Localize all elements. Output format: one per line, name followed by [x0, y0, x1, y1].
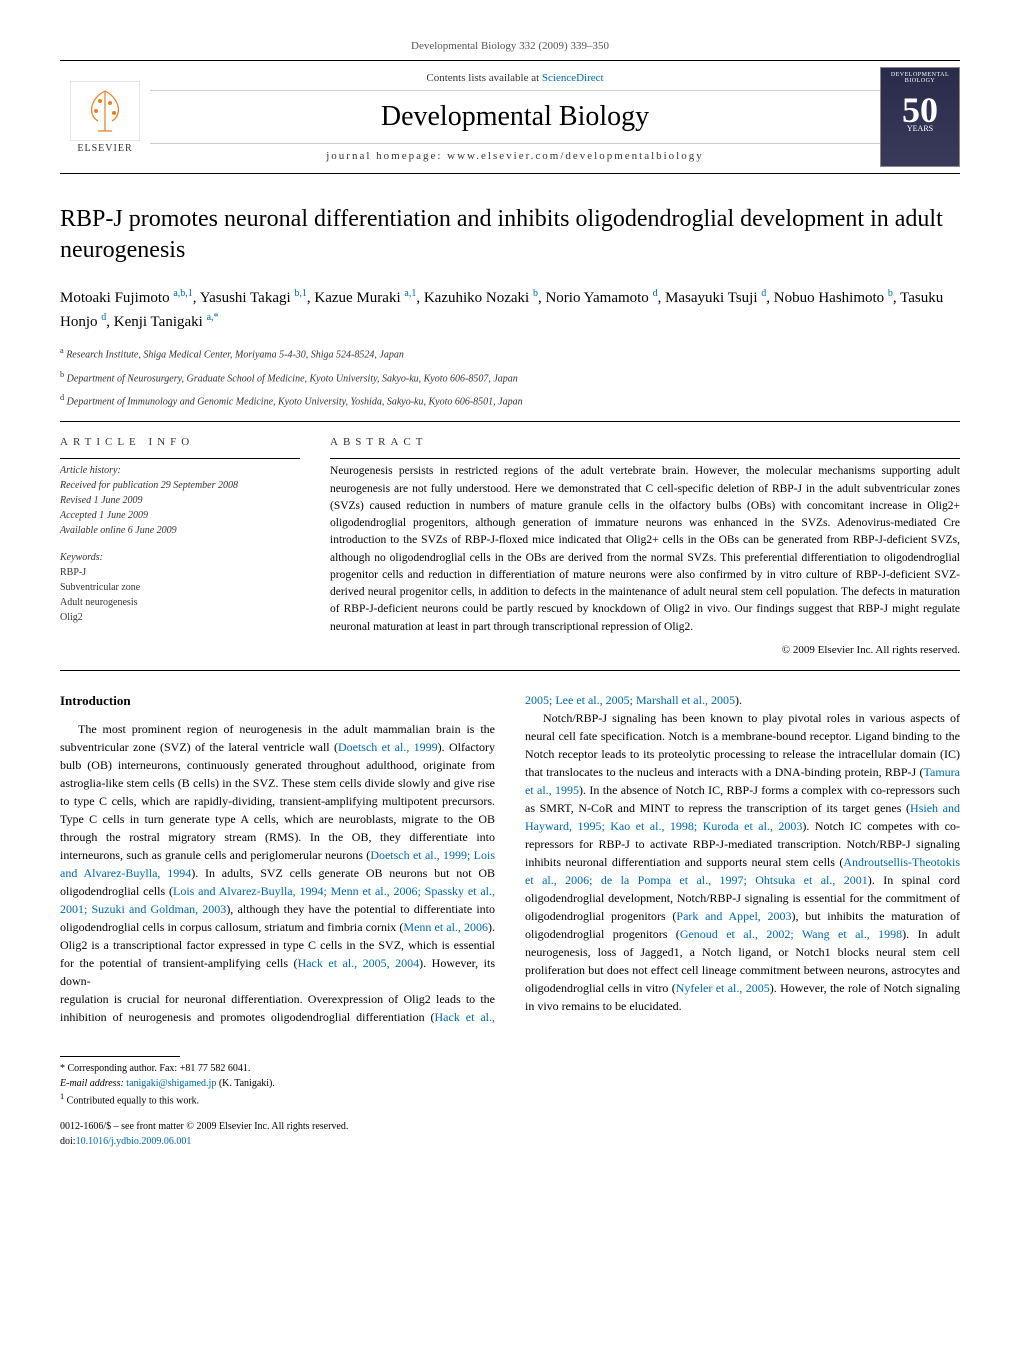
- history-revised: Revised 1 June 2009: [60, 495, 142, 506]
- body-text: Introduction The most prominent region o…: [60, 691, 960, 1027]
- citation-link[interactable]: Hsieh and Hayward, 1995; Kao et al., 199…: [525, 801, 960, 833]
- sciencedirect-link[interactable]: ScienceDirect: [542, 72, 604, 84]
- abstract-copyright: © 2009 Elsevier Inc. All rights reserved…: [330, 644, 960, 656]
- elsevier-tree-icon: [70, 81, 140, 141]
- elsevier-logo: ELSEVIER: [60, 72, 150, 162]
- affiliation-b: b Department of Neurosurgery, Graduate S…: [60, 369, 960, 386]
- doi-link[interactable]: 10.1016/j.ydbio.2009.06.001: [76, 1136, 192, 1147]
- citation-link[interactable]: Androutsellis-Theotokis et al., 2006; de…: [525, 855, 960, 887]
- doi-line: doi:10.1016/j.ydbio.2009.06.001: [60, 1134, 960, 1149]
- running-head: Developmental Biology 332 (2009) 339–350: [60, 40, 960, 52]
- masthead: ELSEVIER Contents lists available at Sci…: [60, 60, 960, 174]
- elsevier-label: ELSEVIER: [77, 143, 132, 154]
- history-online: Available online 6 June 2009: [60, 525, 177, 536]
- affiliations: a Research Institute, Shiga Medical Cent…: [60, 345, 960, 409]
- cover-number: 50: [902, 92, 938, 128]
- abstract-text: Neurogenesis persists in restricted regi…: [330, 463, 960, 636]
- article-info-label: ARTICLE INFO: [60, 436, 300, 448]
- keyword: RBP-J: [60, 567, 86, 578]
- journal-homepage: journal homepage: www.elsevier.com/devel…: [150, 143, 880, 162]
- corresponding-author: * Corresponding author. Fax: +81 77 582 …: [60, 1061, 960, 1076]
- body-paragraph: The most prominent region of neurogenesi…: [60, 720, 495, 990]
- cover-title: DEVELOPMENTAL BIOLOGY: [885, 72, 955, 84]
- journal-title: Developmental Biology: [150, 101, 880, 133]
- history-received: Received for publication 29 September 20…: [60, 480, 238, 491]
- affiliation-a: a Research Institute, Shiga Medical Cent…: [60, 345, 960, 362]
- citation-link[interactable]: Hack et al., 2005, 2004: [298, 956, 420, 970]
- abstract-label: ABSTRACT: [330, 436, 960, 448]
- keywords-block: Keywords: RBP-J Subventricular zone Adul…: [60, 550, 300, 625]
- cover-years: YEARS: [907, 124, 933, 133]
- journal-cover-thumb: DEVELOPMENTAL BIOLOGY 50 YEARS: [880, 67, 960, 167]
- citation-link[interactable]: Lois and Alvarez-Buylla, 1994; Menn et a…: [60, 884, 495, 916]
- article-info-column: ARTICLE INFO Article history: Received f…: [60, 436, 300, 656]
- citation-link[interactable]: Doetsch et al., 1999; Lois and Alvarez-B…: [60, 848, 495, 880]
- keyword: Subventricular zone: [60, 582, 140, 593]
- introduction-heading: Introduction: [60, 691, 495, 711]
- article-history: Article history: Received for publicatio…: [60, 463, 300, 538]
- affiliation-d: d Department of Immunology and Genomic M…: [60, 392, 960, 409]
- history-label: Article history:: [60, 463, 300, 478]
- email-link[interactable]: tanigaki@shigamed.jp: [126, 1078, 216, 1089]
- keyword: Olig2: [60, 612, 83, 623]
- authors-list: Motoaki Fujimoto a,b,1, Yasushi Takagi b…: [60, 286, 960, 333]
- sciencedirect-line: Contents lists available at ScienceDirec…: [150, 72, 880, 91]
- citation-link[interactable]: Park and Appel, 2003: [676, 909, 791, 923]
- footer-rule: [60, 1056, 180, 1057]
- contribution-note: 1 Contributed equally to this work.: [60, 1091, 960, 1108]
- citation-link[interactable]: Menn et al., 2006: [403, 920, 488, 934]
- keywords-label: Keywords:: [60, 550, 300, 565]
- email-line: E-mail address: tanigaki@shigamed.jp (K.…: [60, 1076, 960, 1091]
- article-title: RBP-J promotes neuronal differentiation …: [60, 204, 960, 266]
- citation-link[interactable]: Doetsch et al., 1999: [338, 740, 438, 754]
- citation-link[interactable]: Tamura et al., 1995: [525, 765, 960, 797]
- citation-link[interactable]: Genoud et al., 2002; Wang et al., 1998: [680, 927, 902, 941]
- page-footer: * Corresponding author. Fax: +81 77 582 …: [60, 1056, 960, 1148]
- abstract-column: ABSTRACT Neurogenesis persists in restri…: [330, 436, 960, 656]
- sciencedirect-prefix: Contents lists available at: [426, 72, 541, 84]
- citation-link[interactable]: Nyfeler et al., 2005: [676, 981, 770, 995]
- body-paragraph: Notch/RBP-J signaling has been known to …: [525, 709, 960, 1015]
- front-matter: 0012-1606/$ – see front matter © 2009 El…: [60, 1119, 960, 1134]
- keyword: Adult neurogenesis: [60, 597, 138, 608]
- history-accepted: Accepted 1 June 2009: [60, 510, 148, 521]
